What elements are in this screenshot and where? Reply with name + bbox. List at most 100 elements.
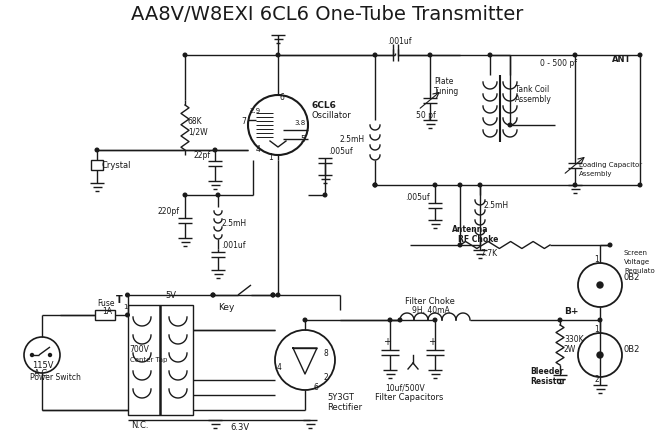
- Text: 50 pf: 50 pf: [416, 110, 436, 119]
- Circle shape: [428, 53, 432, 57]
- Text: Bleeder: Bleeder: [530, 367, 563, 377]
- Text: 6: 6: [313, 384, 318, 392]
- Text: Tuning: Tuning: [434, 87, 459, 95]
- Circle shape: [433, 183, 437, 187]
- Text: Key: Key: [218, 302, 234, 312]
- Circle shape: [126, 313, 129, 317]
- Circle shape: [388, 318, 392, 322]
- Circle shape: [183, 193, 187, 197]
- Text: 1: 1: [595, 325, 599, 335]
- Text: Regulators: Regulators: [624, 268, 655, 274]
- Circle shape: [373, 183, 377, 187]
- Circle shape: [211, 293, 215, 297]
- Text: 2.5mH: 2.5mH: [484, 201, 509, 210]
- Text: Filter Choke: Filter Choke: [405, 297, 455, 306]
- Text: A.C.: A.C.: [34, 370, 50, 378]
- Bar: [91, 160, 103, 170]
- Text: 0B2: 0B2: [624, 346, 641, 354]
- Text: Plate: Plate: [434, 77, 453, 87]
- Text: 0B2: 0B2: [624, 273, 641, 282]
- Text: T: T: [115, 295, 122, 305]
- Text: 68K: 68K: [188, 118, 202, 126]
- Circle shape: [373, 183, 377, 187]
- Text: 1: 1: [268, 153, 272, 163]
- Circle shape: [433, 318, 437, 322]
- Circle shape: [573, 53, 577, 57]
- Circle shape: [126, 293, 129, 297]
- Text: 2: 2: [595, 374, 599, 384]
- Text: 8: 8: [323, 350, 328, 358]
- Circle shape: [597, 282, 603, 288]
- Text: 1/2W: 1/2W: [188, 127, 208, 137]
- Text: 220pf: 220pf: [157, 207, 179, 217]
- Circle shape: [31, 354, 33, 357]
- Text: 2.5mH: 2.5mH: [221, 218, 246, 228]
- Circle shape: [398, 318, 402, 322]
- Text: 6CL6: 6CL6: [311, 100, 336, 110]
- Text: 10uf/500V: 10uf/500V: [385, 384, 424, 392]
- Text: 9H, 40mA: 9H, 40mA: [412, 306, 450, 316]
- Text: Assembly: Assembly: [515, 95, 552, 104]
- Text: 5Y3GT: 5Y3GT: [327, 393, 354, 403]
- Text: 7.7K: 7.7K: [480, 249, 497, 259]
- Text: 2.9: 2.9: [250, 108, 261, 114]
- Text: Loading Capacitor: Loading Capacitor: [579, 162, 642, 168]
- Circle shape: [573, 183, 577, 187]
- Text: 6: 6: [279, 94, 284, 103]
- Text: Center Tap: Center Tap: [130, 357, 167, 363]
- Text: +: +: [383, 337, 391, 347]
- Circle shape: [638, 183, 642, 187]
- Text: 2: 2: [323, 373, 328, 382]
- Text: Screen: Screen: [624, 250, 648, 256]
- Circle shape: [478, 183, 482, 187]
- Circle shape: [608, 243, 612, 247]
- Circle shape: [458, 183, 462, 187]
- Circle shape: [373, 53, 377, 57]
- Circle shape: [216, 193, 220, 197]
- Circle shape: [303, 318, 307, 322]
- Circle shape: [508, 123, 512, 127]
- Text: 4: 4: [277, 363, 282, 373]
- Circle shape: [95, 148, 99, 152]
- Circle shape: [211, 293, 215, 297]
- Circle shape: [458, 243, 462, 247]
- Text: 1: 1: [595, 255, 599, 264]
- Text: 6.3V: 6.3V: [230, 423, 249, 433]
- Text: .005uf: .005uf: [405, 193, 430, 202]
- Text: 3.8: 3.8: [294, 120, 305, 126]
- Text: 5: 5: [300, 134, 305, 144]
- Text: Rectifier: Rectifier: [327, 403, 362, 412]
- Bar: [95, 310, 115, 320]
- Text: +: +: [428, 337, 436, 347]
- Circle shape: [558, 318, 562, 322]
- Text: 4: 4: [256, 145, 261, 153]
- Circle shape: [276, 293, 280, 297]
- Text: 7: 7: [241, 118, 246, 126]
- Text: Fuse: Fuse: [97, 298, 115, 308]
- Text: 1A: 1A: [102, 306, 112, 316]
- Text: Filter Capacitors: Filter Capacitors: [375, 393, 443, 403]
- Text: Voltage: Voltage: [624, 259, 650, 265]
- Text: 1: 1: [124, 304, 128, 310]
- Text: AA8V/W8EXI 6CL6 One-Tube Transmitter: AA8V/W8EXI 6CL6 One-Tube Transmitter: [131, 4, 524, 23]
- Circle shape: [598, 318, 602, 322]
- Circle shape: [276, 53, 280, 57]
- Text: Assembly: Assembly: [579, 171, 612, 177]
- Circle shape: [597, 352, 603, 358]
- Text: ANT: ANT: [612, 56, 631, 65]
- Text: B+: B+: [564, 308, 578, 316]
- Circle shape: [323, 193, 327, 197]
- Circle shape: [638, 53, 642, 57]
- Circle shape: [271, 293, 275, 297]
- Bar: [128, 305, 193, 415]
- Text: Crystal: Crystal: [101, 160, 130, 169]
- Text: N.C.: N.C.: [132, 420, 149, 430]
- Circle shape: [213, 148, 217, 152]
- Circle shape: [488, 53, 492, 57]
- Text: .001uf: .001uf: [387, 37, 411, 46]
- Text: 2.5mH: 2.5mH: [340, 136, 365, 145]
- Text: 5V: 5V: [165, 290, 176, 300]
- Text: 700V: 700V: [130, 346, 149, 354]
- Circle shape: [271, 293, 275, 297]
- Text: 0 - 500 pf: 0 - 500 pf: [540, 58, 577, 68]
